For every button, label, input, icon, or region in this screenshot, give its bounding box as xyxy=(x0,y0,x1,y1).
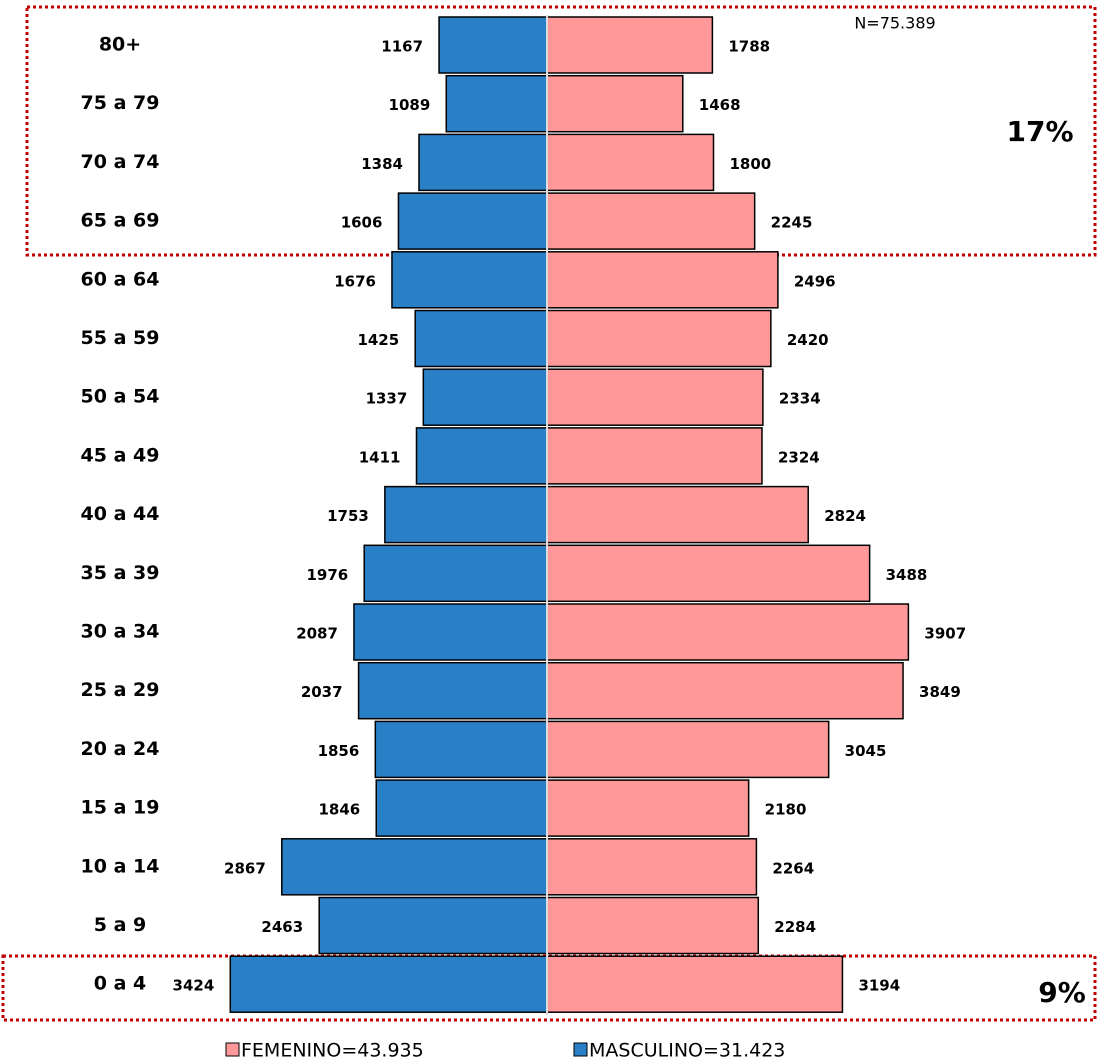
bar xyxy=(281,838,548,896)
value-label: 1411 xyxy=(359,448,401,466)
value-label: 1089 xyxy=(389,96,431,114)
bar xyxy=(546,720,830,779)
category-label: 0 a 4 xyxy=(94,973,147,995)
value-label: 1337 xyxy=(366,390,408,408)
category-label: 40 a 44 xyxy=(81,503,160,525)
bar xyxy=(414,309,548,368)
value-label: 2334 xyxy=(779,390,821,408)
value-label: 3488 xyxy=(886,566,928,584)
value-label: 2420 xyxy=(787,331,829,349)
bar xyxy=(546,955,844,1013)
value-label: 1856 xyxy=(318,742,360,760)
category-label: 10 a 14 xyxy=(81,855,160,877)
bar xyxy=(438,16,548,74)
value-label: 3194 xyxy=(858,977,900,995)
bar xyxy=(422,368,548,426)
category-label: 20 a 24 xyxy=(81,738,160,760)
value-label: 2037 xyxy=(301,683,343,701)
bar xyxy=(384,485,548,544)
bar xyxy=(546,192,756,250)
bar xyxy=(418,133,548,192)
value-label: 2824 xyxy=(824,507,866,525)
value-label: 1800 xyxy=(730,155,772,173)
bar xyxy=(546,838,758,896)
bar xyxy=(546,309,772,368)
bar xyxy=(546,603,910,661)
bar xyxy=(445,74,548,133)
category-label: 60 a 64 xyxy=(81,268,160,290)
legend-label: FEMENINO=43.935 xyxy=(241,1040,424,1062)
bar xyxy=(546,251,779,309)
bar xyxy=(415,427,548,485)
value-label: 1606 xyxy=(341,214,383,232)
bar xyxy=(546,544,871,603)
value-label: 2180 xyxy=(765,801,807,819)
value-label: 2264 xyxy=(772,859,814,877)
value-label: 1976 xyxy=(306,566,348,584)
value-label: 2245 xyxy=(771,214,813,232)
value-label: 2284 xyxy=(774,918,816,936)
value-label: 2867 xyxy=(224,859,266,877)
bar xyxy=(546,427,763,485)
bar xyxy=(546,779,750,837)
value-label: 2463 xyxy=(261,918,303,936)
category-label: 25 a 29 xyxy=(81,679,160,701)
value-label: 1468 xyxy=(699,96,741,114)
value-label: 3849 xyxy=(919,683,961,701)
bar xyxy=(546,16,714,74)
value-label: 1753 xyxy=(327,507,369,525)
value-label: 1846 xyxy=(318,801,360,819)
category-label: 35 a 39 xyxy=(81,562,160,584)
bar xyxy=(353,603,548,661)
category-label: 45 a 49 xyxy=(81,444,160,466)
bar xyxy=(546,368,764,426)
bar xyxy=(375,779,548,837)
category-label: 75 a 79 xyxy=(81,92,160,114)
bar xyxy=(374,720,548,779)
bar xyxy=(546,896,760,955)
value-label: 1167 xyxy=(381,38,423,56)
annotation: 17% xyxy=(1006,115,1073,148)
value-label: 1384 xyxy=(361,155,403,173)
category-label: 70 a 74 xyxy=(81,151,160,173)
bar xyxy=(397,192,548,250)
bar xyxy=(318,896,548,955)
value-label: 2496 xyxy=(794,272,836,290)
annotation: N=75.389 xyxy=(854,14,935,33)
bar xyxy=(546,485,809,544)
category-label: 5 a 9 xyxy=(94,914,147,936)
legend-label: MASCULINO=31.423 xyxy=(589,1040,785,1062)
bar xyxy=(546,74,684,133)
value-label: 2324 xyxy=(778,448,820,466)
category-label: 15 a 19 xyxy=(81,797,160,819)
value-label: 1676 xyxy=(334,272,376,290)
value-label: 1425 xyxy=(357,331,399,349)
annotation: 9% xyxy=(1038,976,1086,1009)
bar xyxy=(391,251,548,309)
category-label: 50 a 54 xyxy=(81,386,160,408)
bar xyxy=(229,955,548,1013)
legend-swatch xyxy=(225,1042,240,1057)
bar xyxy=(546,661,904,720)
category-label: 30 a 34 xyxy=(81,621,160,643)
legend-swatch xyxy=(573,1042,588,1057)
value-label: 3045 xyxy=(845,742,887,760)
value-label: 1788 xyxy=(728,38,770,56)
category-label: 65 a 69 xyxy=(81,210,160,232)
bar xyxy=(357,661,548,720)
bar xyxy=(363,544,548,603)
value-label: 3424 xyxy=(173,977,215,995)
category-label: 55 a 59 xyxy=(81,327,160,349)
category-label: 80+ xyxy=(99,34,141,56)
value-label: 2087 xyxy=(296,625,338,643)
bar xyxy=(546,133,715,192)
value-label: 3907 xyxy=(924,625,966,643)
